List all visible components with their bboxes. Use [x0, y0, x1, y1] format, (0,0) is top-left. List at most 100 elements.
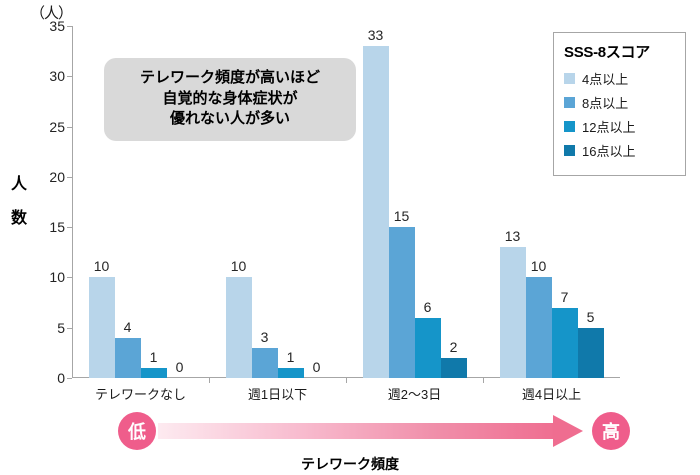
y-axis-tick-label: 0 — [57, 370, 65, 386]
y-axis-tick-mark — [67, 126, 72, 128]
x-axis-category-label: 週2〜3日 — [387, 387, 442, 402]
legend-swatch-icon — [564, 145, 575, 156]
bar-group: 10 4 1 0 — [72, 26, 209, 378]
legend-item-label: 12点以上 — [582, 120, 636, 135]
legend-item: 8点以上 — [564, 93, 679, 112]
legend-swatch-icon — [564, 97, 575, 108]
legend-swatch-icon — [564, 73, 575, 84]
bar: 10 — [525, 258, 552, 378]
x-axis-category-label: 週4日以上 — [521, 387, 582, 402]
bar-slot: 1 — [140, 349, 167, 378]
bar-slot: 6 — [414, 299, 441, 378]
y-axis-tick-label: 30 — [49, 68, 65, 85]
legend-item-label: 16点以上 — [582, 144, 636, 159]
bar-group: 10 3 1 0 — [209, 26, 346, 378]
arrow-head-icon — [553, 415, 583, 447]
legend: SSS-8スコア 4点以上 8点以上 12点以上 16点以上 — [553, 32, 686, 176]
x-axis-line — [72, 377, 620, 378]
y-axis-tick-mark — [67, 277, 72, 279]
bar: 5 — [577, 309, 604, 378]
bar: 4 — [114, 319, 141, 378]
bar-slot: 2 — [440, 339, 467, 378]
legend-item-label: 8点以上 — [582, 96, 629, 111]
x-axis-tick-mark — [209, 378, 210, 383]
bar-slot: 3 — [251, 329, 278, 378]
bar-group: 33 15 6 2 — [346, 26, 483, 378]
bar: 6 — [414, 299, 441, 378]
bar: 13 — [499, 228, 526, 378]
y-axis-tick-mark — [67, 378, 72, 379]
bar-value-label: 3 — [260, 328, 269, 345]
bar-groups: 10 4 1 0 10 3 1 0 33 15 6 2 13 10 7 5 — [72, 26, 620, 378]
bar-slot: 10 — [88, 258, 115, 378]
bar-value-label: 2 — [449, 338, 458, 355]
bar: 3 — [251, 329, 278, 378]
y-axis-line — [72, 26, 73, 378]
bar: 7 — [551, 289, 578, 378]
bar-value-label: 10 — [530, 258, 547, 275]
legend-item-label: 4点以上 — [582, 72, 629, 87]
callout-line-2: 自覚的な身体症状が — [162, 89, 298, 107]
bar-value-label: 1 — [149, 348, 158, 365]
bar: 15 — [388, 208, 415, 378]
callout-line-3: 優れない人が多い — [169, 110, 290, 128]
bar-value-label: 0 — [312, 359, 321, 375]
arrow-gradient-bar — [158, 423, 558, 439]
callout-line-1: テレワーク頻度が高いほど — [139, 69, 320, 86]
bar-slot: 33 — [362, 27, 389, 378]
y-axis-tick-label: 25 — [49, 118, 65, 135]
bar: 1 — [140, 349, 167, 378]
bar-slot: 10 — [225, 258, 252, 378]
bar-group: 13 10 7 5 — [483, 26, 620, 378]
legend-title: SSS-8スコア — [564, 44, 650, 61]
high-badge: 高 — [592, 412, 630, 450]
bar-value-label: 0 — [175, 359, 184, 375]
legend-item: 4点以上 — [564, 69, 679, 88]
bar: 2 — [440, 339, 467, 378]
legend-item: 12点以上 — [564, 117, 679, 136]
bar-slot: 13 — [499, 228, 526, 378]
bar-value-label: 1 — [286, 348, 295, 365]
x-axis-title: テレワーク頻度 — [301, 456, 399, 472]
y-axis-title-char-2: 数 — [10, 210, 27, 227]
y-axis-tick-mark — [67, 76, 72, 78]
bar: 1 — [277, 349, 304, 378]
legend-swatch-icon — [564, 121, 575, 132]
y-axis-title-char-1: 人 — [10, 176, 27, 193]
bar-value-label: 10 — [93, 258, 110, 275]
legend-item: 16点以上 — [564, 141, 679, 160]
x-axis-category-label: テレワークなし — [94, 387, 186, 402]
bar-value-label: 13 — [504, 228, 521, 245]
bar-value-label: 15 — [393, 208, 410, 225]
bar-slot: 5 — [577, 309, 604, 378]
low-badge: 低 — [118, 412, 156, 450]
y-axis-tick-mark — [67, 176, 72, 178]
bar-value-label: 5 — [586, 308, 595, 325]
x-axis-category-label: 週1日以下 — [247, 387, 308, 402]
y-axis-tick-label: 5 — [57, 319, 65, 336]
bar-value-label: 10 — [230, 258, 247, 275]
bar-slot: 10 — [525, 258, 552, 378]
bar-value-label: 33 — [367, 27, 384, 44]
x-axis-tick-mark — [346, 378, 347, 383]
x-axis-category-labels: テレワークなし 週1日以下 週2〜3日 週4日以上 — [72, 384, 620, 403]
bar-value-label: 7 — [560, 288, 569, 305]
bar: 33 — [362, 27, 389, 378]
frequency-arrow-annotation: 低 高 テレワーク頻度 — [0, 412, 700, 475]
bar: 10 — [225, 258, 252, 378]
y-axis-title: 人 数 — [8, 168, 30, 236]
y-axis-tick-label: 15 — [49, 219, 65, 236]
bar-slot: 7 — [551, 289, 578, 378]
bar-slot: 4 — [114, 319, 141, 378]
bar: 10 — [88, 258, 115, 378]
y-axis-tick-mark — [67, 327, 72, 329]
bar-value-label: 4 — [123, 318, 132, 335]
y-axis-tick-mark — [67, 227, 72, 229]
bar-value-label: 6 — [423, 298, 432, 315]
insight-callout: テレワーク頻度が高いほど 自覚的な身体症状が 優れない人が多い — [104, 58, 356, 142]
x-axis-tick-mark — [483, 378, 484, 383]
bar-slot: 15 — [388, 208, 415, 378]
y-axis-tick-label: 10 — [49, 269, 65, 286]
y-axis-unit: （人） — [30, 5, 73, 22]
